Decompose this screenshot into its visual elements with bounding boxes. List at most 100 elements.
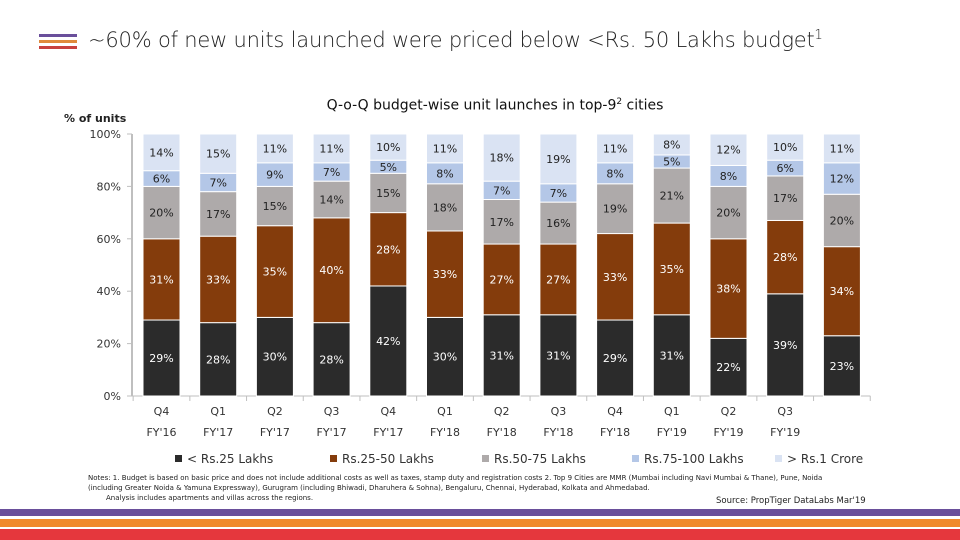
data-label: 6% [153,173,170,186]
data-label: 11% [263,142,287,155]
chart-title-suffix: cities [622,97,664,114]
chart-title-superscript: 2 [616,97,623,107]
x-tick-label-quarter: Q3 [777,405,793,418]
x-tick-label-year: FY'16 [146,426,176,439]
data-label: 8% [436,167,453,180]
stacked-bar-chart: 0% 20% 40% 60% 80% 100% 29% 31% 20% 6% 14% Q4 FY'16 2… [90,128,871,439]
bar-segment [312,217,351,324]
data-label: 28% [206,353,230,366]
data-label: 14% [319,194,343,207]
bar-segment [426,183,464,232]
data-label: 33% [603,271,627,284]
data-label: 6% [776,162,793,175]
data-label: 35% [263,266,287,279]
data-label: 39% [773,339,797,352]
bar-segment [199,322,238,397]
three-line-menu-icon [39,34,77,50]
y-tick-label: 0% [104,390,121,403]
bar-segment [312,322,351,397]
data-label: 12% [830,173,854,186]
data-label: 19% [603,203,627,216]
legend-swatch [330,455,337,462]
x-tick-label-year: FY'19 [770,426,800,439]
x-tick-label-quarter: Q1 [437,405,453,418]
y-tick-label: 20% [97,338,121,351]
bar-segment [369,212,408,287]
data-label: 31% [660,349,684,362]
x-tick-label-quarter: Q3 [551,405,567,418]
x-tick-label-year: FY'17 [373,426,403,439]
x-tick-label-year: FY'19 [657,426,687,439]
data-label: 17% [489,216,513,229]
legend-label: Rs.25-50 Lakhs [342,452,434,466]
data-label: 18% [433,201,457,214]
data-label: 19% [546,153,570,166]
data-label: 10% [376,141,400,154]
x-tick-label-year: FY'18 [600,426,630,439]
legend-label: > Rs.1 Crore [787,452,864,466]
bar-segment [369,172,408,214]
legend-item: > Rs.1 Crore [775,452,863,466]
bar-segment [255,133,294,164]
data-label: 9% [266,169,283,182]
y-tick-label: 60% [97,233,121,246]
data-label: 10% [773,141,797,154]
data-label: 23% [830,360,854,373]
data-label: 20% [149,207,173,220]
data-label: 28% [773,251,797,264]
bar-segment [652,314,691,397]
bar-segment [255,185,294,227]
bar-segment [766,175,805,221]
y-tick-label: 40% [97,285,121,298]
x-tick-label-quarter: Q3 [324,405,340,418]
bar-segment [822,335,861,397]
x-tick-label-quarter: Q4 [607,405,623,418]
data-label: 27% [546,273,570,286]
bar-segment [709,133,748,166]
bar-segment [596,319,635,397]
footer-stripe-red [0,529,960,540]
data-label: 33% [433,268,457,281]
chart-title-text: Q-o-Q budget-wise unit launches in top-9 [326,97,617,114]
bar-segment [482,199,521,245]
bar-segment [709,185,748,240]
data-label: 31% [149,273,173,286]
data-label: 7% [323,166,340,179]
bar-segment [766,293,805,397]
data-label: 35% [660,263,684,276]
footnote-line-2: (including Greater Noida & Yamuna Expres… [88,484,650,492]
bar-segment [199,133,238,174]
bar-segment [142,319,181,397]
data-label: 40% [319,264,343,277]
data-label: 15% [376,187,400,200]
legend-label: Rs.50-75 Lakhs [494,452,586,466]
bar-segment [709,238,748,339]
bar-segment [426,230,464,318]
bar-segment [255,316,294,397]
x-tick-label-year: FY'17 [203,426,233,439]
bar-segment [709,337,748,397]
page-title: ~60% of new units launched were priced b… [88,28,823,52]
data-label: 22% [716,361,740,374]
data-label: 20% [716,207,740,220]
x-tick-label-year: FY'18 [543,426,573,439]
legend-swatch [482,455,489,462]
footnotes: Notes: 1. Budget is based on basic price… [88,473,868,503]
data-label: 18% [489,152,513,165]
data-label: 42% [376,335,400,348]
bar-segment [142,185,181,240]
data-label: 11% [319,142,343,155]
data-label: 11% [603,142,627,155]
legend-item: Rs.50-75 Lakhs [482,452,586,466]
legend-item: < Rs.25 Lakhs [175,452,273,466]
bar-segment [822,162,861,195]
x-tick-label-quarter: Q1 [664,405,680,418]
data-label: 5% [663,156,680,169]
x-tick-label-quarter: Q2 [721,405,737,418]
bar-segment [652,133,691,156]
data-label: 17% [206,208,230,221]
data-label: 33% [206,273,230,286]
data-label: 7% [493,184,510,197]
data-label: 31% [546,349,570,362]
x-tick-label-quarter: Q2 [494,405,510,418]
